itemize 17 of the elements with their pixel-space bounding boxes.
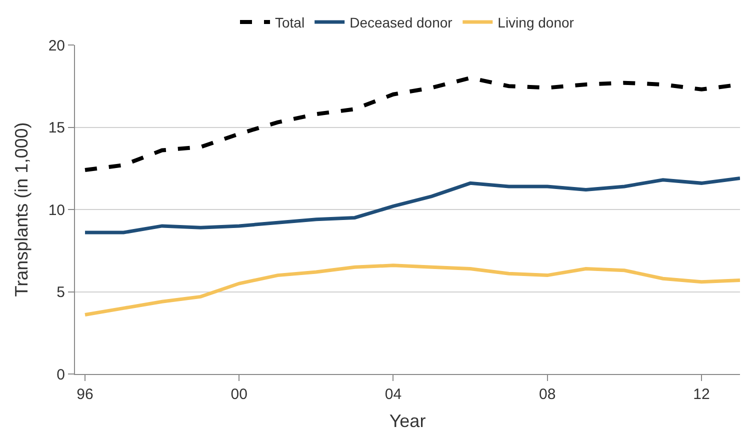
line-series (83, 176, 740, 234)
y-axis-title: Transplants (in 1,000) (12, 122, 32, 297)
legend-label: Living donor (498, 14, 574, 30)
x-tick-label: 00 (230, 386, 248, 403)
y-tick-label: 15 (48, 120, 65, 136)
y-tick-label: 0 (56, 366, 65, 384)
line-series (83, 264, 740, 317)
y-tick-label: 20 (48, 37, 65, 54)
x-tick-label: 96 (76, 386, 94, 403)
legend-label: Total (275, 14, 305, 30)
x-tick-label: 04 (384, 386, 402, 403)
x-tick-label: 12 (693, 386, 710, 403)
y-tick-label: 10 (48, 202, 65, 219)
x-tick-label: 08 (539, 386, 556, 403)
legend-label: Deceased donor (350, 14, 453, 30)
y-tick-label: 5 (56, 284, 65, 301)
x-axis-title: Year (389, 411, 426, 432)
